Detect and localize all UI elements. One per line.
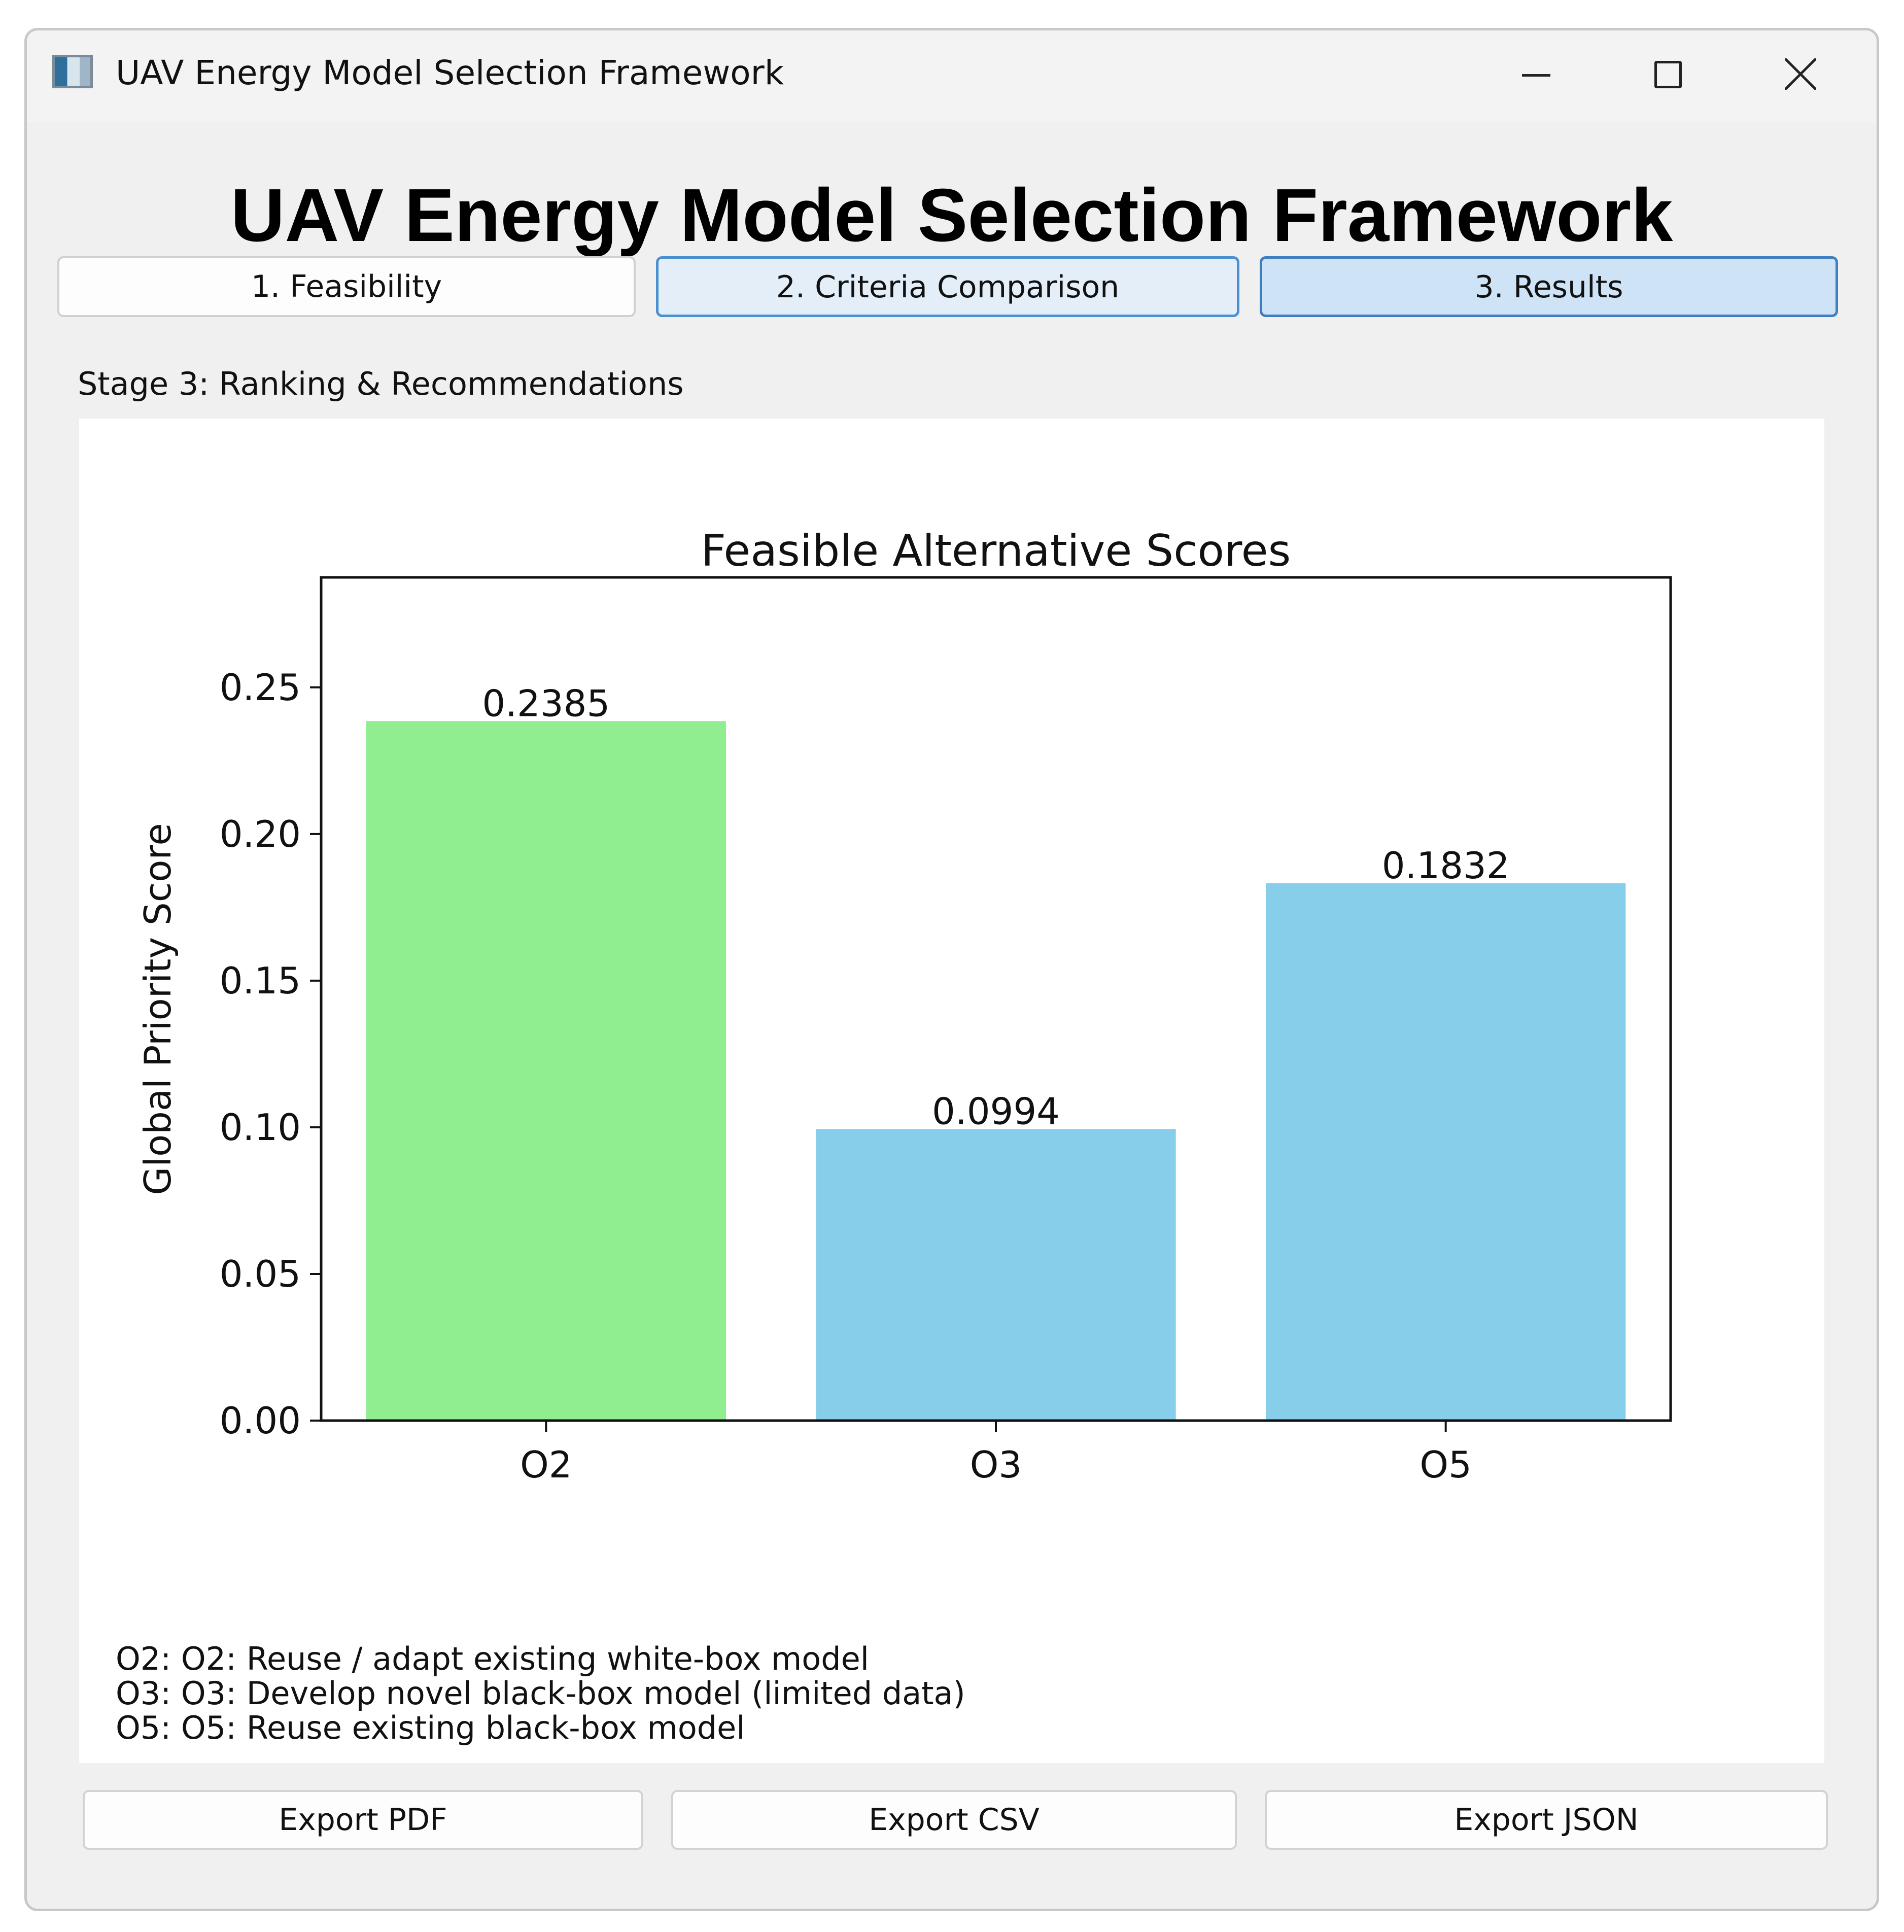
legend-note-1: O2: O2: Reuse / adapt existing white-box… <box>116 1640 869 1677</box>
x-tick-label-o3: O3 <box>970 1443 1022 1486</box>
minimize-icon <box>1522 74 1550 77</box>
page-title: UAV Energy Model Selection Framework <box>230 174 1673 257</box>
data-label-o3: 0.0994 <box>932 1090 1060 1132</box>
y-tick-label: 0.00 <box>220 1399 301 1442</box>
legend-note-3: O5: O5: Reuse existing black-box model <box>116 1709 745 1746</box>
maximize-icon <box>1654 61 1682 88</box>
y-tick-label: 0.15 <box>220 959 301 1002</box>
legend-note-2: O3: O3: Develop novel black-box model (l… <box>116 1675 965 1712</box>
y-tick-label: 0.25 <box>220 666 301 709</box>
plot-frame <box>320 576 1672 1422</box>
maximize-button[interactable] <box>1630 41 1706 107</box>
bar-chart: Feasible Alternative Scores 0.2385 O2 0.099… <box>116 526 1672 1746</box>
data-label-o2: 0.2385 <box>482 682 610 724</box>
bar-o2 <box>366 721 726 1421</box>
bar-o3 <box>816 1129 1176 1421</box>
minimize-button[interactable] <box>1498 41 1574 107</box>
close-button[interactable] <box>1762 41 1838 107</box>
y-tick-label: 0.05 <box>220 1253 301 1295</box>
window-title: UAV Energy Model Selection Framework <box>116 53 784 92</box>
y-tick-label: 0.20 <box>220 813 301 855</box>
tab-feasibility[interactable]: 1. Feasibility <box>57 256 636 317</box>
tab-results[interactable]: 3. Results <box>1260 256 1838 317</box>
chart-panel: Feasible Alternative Scores 0.2385 O2 0.099… <box>79 419 1824 1763</box>
close-icon <box>1785 58 1816 90</box>
export-pdf-button[interactable]: Export PDF <box>83 1790 643 1850</box>
x-tick-label-o2: O2 <box>520 1443 572 1486</box>
bar-o5 <box>1266 883 1626 1421</box>
y-tick-label: 0.10 <box>220 1106 301 1149</box>
app-window-icon <box>52 55 93 88</box>
export-csv-button[interactable]: Export CSV <box>671 1790 1237 1850</box>
export-json-button[interactable]: Export JSON <box>1265 1790 1828 1850</box>
x-tick-label-o5: O5 <box>1420 1443 1471 1486</box>
title-bar[interactable]: UAV Energy Model Selection Framework <box>27 30 1877 122</box>
app-window: UAV Energy Model Selection Framework UAV… <box>24 28 1879 1911</box>
tab-criteria-comparison[interactable]: 2. Criteria Comparison <box>656 256 1239 317</box>
data-label-o5: 0.1832 <box>1382 844 1510 887</box>
chart-title: Feasible Alternative Scores <box>701 526 1291 576</box>
y-axis-label: Global Priority Score <box>136 823 179 1195</box>
stage-label: Stage 3: Ranking & Recommendations <box>78 365 684 402</box>
